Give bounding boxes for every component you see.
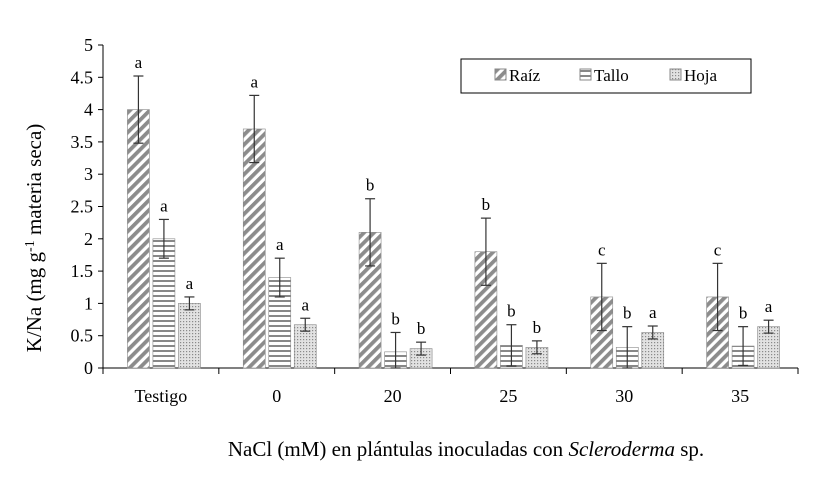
significance-letter: a xyxy=(160,196,168,215)
x-category-label: 35 xyxy=(731,386,749,406)
bar-hoja-testigo xyxy=(178,303,201,369)
y-tick-label: 4.5 xyxy=(71,67,94,87)
y-tick-label: 2.5 xyxy=(71,197,94,217)
x-category-labels: Testigo 0 20 25 30 35 xyxy=(135,386,750,406)
x-category-label: 0 xyxy=(272,386,281,406)
y-axis-group: 0 0.5 1 1.5 2 2.5 3 3.5 4 4.5 5 xyxy=(71,35,799,378)
significance-letter: a xyxy=(135,53,143,72)
legend-label-raiz: Raíz xyxy=(509,66,541,85)
significance-letter: b xyxy=(366,176,375,195)
legend-item-tallo: Tallo xyxy=(579,66,629,85)
significance-letter: c xyxy=(598,240,606,259)
legend-swatch-raiz xyxy=(494,68,507,81)
legend-label-hoja: Hoja xyxy=(684,66,718,85)
significance-letter: b xyxy=(482,195,491,214)
y-axis-title: K/Na (mg g-1 materia seca) xyxy=(22,124,46,353)
significance-letter: a xyxy=(186,274,194,293)
significance-letter: a xyxy=(765,297,773,316)
x-category-label: 20 xyxy=(384,386,402,406)
significance-letter: a xyxy=(301,295,309,314)
legend-label-tallo: Tallo xyxy=(594,66,629,85)
bar-raz-0 xyxy=(242,128,266,369)
significance-letter: b xyxy=(533,318,542,337)
legend-swatch-hoja xyxy=(669,68,682,81)
x-category-label: 25 xyxy=(499,386,517,406)
x-category-label: 30 xyxy=(615,386,633,406)
error-bars-group xyxy=(133,75,774,369)
y-tick-label: 5 xyxy=(84,35,93,55)
significance-letter: a xyxy=(276,235,284,254)
y-tick-label: 4 xyxy=(84,100,93,120)
y-tick-label: 2 xyxy=(84,229,93,249)
y-tick-label: 1 xyxy=(84,293,93,313)
significance-letter: a xyxy=(649,303,657,322)
significance-letter: c xyxy=(714,240,722,259)
significance-letter: b xyxy=(391,309,400,328)
y-tick-label: 3.5 xyxy=(71,132,94,152)
legend: Raíz Tallo Hoja xyxy=(460,58,752,94)
legend-item-hoja: Hoja xyxy=(669,66,718,85)
legend-box xyxy=(460,58,752,94)
bars-group xyxy=(127,109,780,369)
significance-letter: b xyxy=(623,304,632,323)
legend-swatch-tallo xyxy=(579,68,592,81)
legend-item-raiz: Raíz xyxy=(494,66,541,85)
bar-raz-testigo xyxy=(127,109,150,369)
x-category-label: Testigo xyxy=(135,386,188,406)
significance-letter: b xyxy=(507,302,516,321)
y-tick-label: 0.5 xyxy=(71,326,94,346)
y-tick-label: 1.5 xyxy=(71,261,94,281)
y-tick-label: 3 xyxy=(84,164,93,184)
significance-letter: b xyxy=(417,319,426,338)
x-axis-title: NaCl (mM) en plántulas inoculadas con Sc… xyxy=(228,437,704,461)
significance-letter: a xyxy=(250,72,258,91)
significance-letter: b xyxy=(739,304,748,323)
y-tick-label: 0 xyxy=(84,358,93,378)
